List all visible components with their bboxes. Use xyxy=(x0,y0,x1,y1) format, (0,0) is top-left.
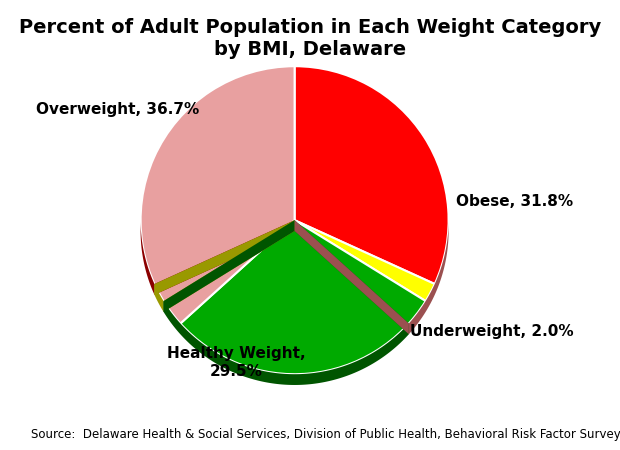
Polygon shape xyxy=(154,220,294,295)
Text: Source:  Delaware Health & Social Services, Division of Public Health, Behaviora: Source: Delaware Health & Social Service… xyxy=(31,428,620,441)
Polygon shape xyxy=(294,220,409,334)
Wedge shape xyxy=(141,66,294,324)
Polygon shape xyxy=(154,220,294,295)
Text: Healthy Weight,
29.5%: Healthy Weight, 29.5% xyxy=(167,346,306,379)
Text: Percent of Adult Population in Each Weight Category
by BMI, Delaware: Percent of Adult Population in Each Weig… xyxy=(19,18,601,59)
Wedge shape xyxy=(180,220,426,374)
Polygon shape xyxy=(409,221,449,334)
Wedge shape xyxy=(294,66,449,284)
Polygon shape xyxy=(141,221,154,295)
Polygon shape xyxy=(164,301,409,385)
Text: Overweight, 36.7%: Overweight, 36.7% xyxy=(36,102,199,117)
Polygon shape xyxy=(164,220,294,312)
Wedge shape xyxy=(294,220,435,301)
Polygon shape xyxy=(154,284,164,312)
Text: Underweight, 2.0%: Underweight, 2.0% xyxy=(410,324,574,338)
Text: Obese, 31.8%: Obese, 31.8% xyxy=(456,194,574,209)
Polygon shape xyxy=(164,220,294,312)
Polygon shape xyxy=(294,220,409,334)
